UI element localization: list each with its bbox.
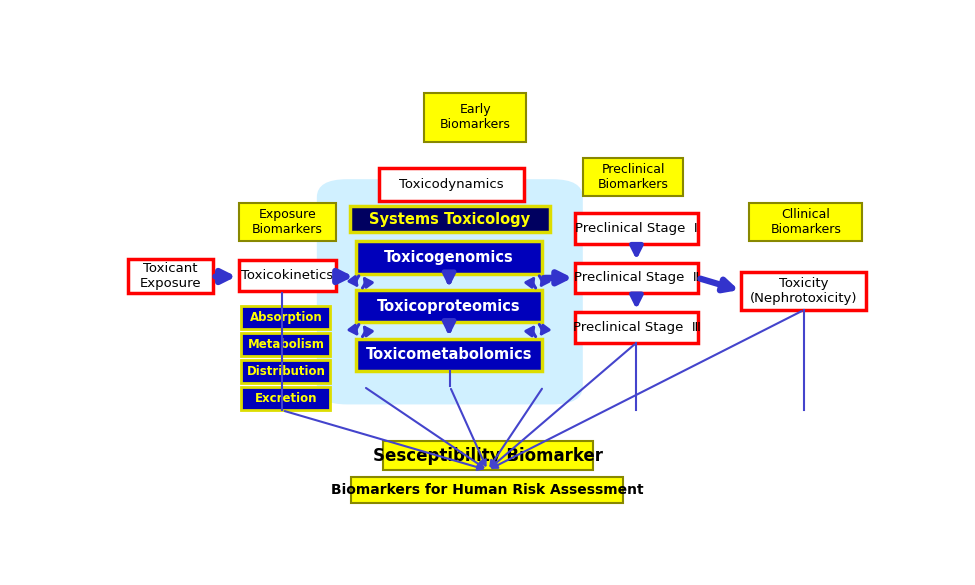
FancyBboxPatch shape bbox=[350, 207, 550, 232]
Text: Metabolism: Metabolism bbox=[248, 338, 325, 351]
Text: Early
Biomarkers: Early Biomarkers bbox=[440, 104, 511, 132]
FancyBboxPatch shape bbox=[241, 387, 331, 410]
Text: Cllinical
Biomarkers: Cllinical Biomarkers bbox=[770, 208, 841, 236]
FancyBboxPatch shape bbox=[239, 260, 335, 291]
Text: Preclinical Stage  Ⅲ: Preclinical Stage Ⅲ bbox=[572, 321, 700, 334]
FancyBboxPatch shape bbox=[741, 271, 866, 310]
FancyBboxPatch shape bbox=[575, 213, 698, 243]
Text: Distribution: Distribution bbox=[247, 365, 326, 378]
FancyBboxPatch shape bbox=[378, 168, 524, 201]
Text: Preclinical Stage  Ⅱ: Preclinical Stage Ⅱ bbox=[574, 271, 699, 284]
Text: Toxicodynamics: Toxicodynamics bbox=[399, 178, 504, 191]
Text: Toxicant
Exposure: Toxicant Exposure bbox=[139, 262, 201, 290]
Text: Biomarkers for Human Risk Assessment: Biomarkers for Human Risk Assessment bbox=[331, 483, 644, 497]
FancyBboxPatch shape bbox=[239, 203, 335, 242]
FancyBboxPatch shape bbox=[749, 203, 862, 242]
FancyBboxPatch shape bbox=[241, 333, 331, 356]
Text: Excretion: Excretion bbox=[254, 392, 317, 405]
Text: Toxicogenomics: Toxicogenomics bbox=[384, 250, 514, 265]
FancyBboxPatch shape bbox=[128, 259, 213, 293]
Text: Toxicometabolomics: Toxicometabolomics bbox=[366, 347, 532, 362]
FancyBboxPatch shape bbox=[575, 263, 698, 293]
FancyBboxPatch shape bbox=[317, 179, 583, 404]
FancyBboxPatch shape bbox=[583, 158, 683, 197]
Text: Systems Toxicology: Systems Toxicology bbox=[370, 212, 530, 227]
FancyBboxPatch shape bbox=[351, 477, 623, 503]
FancyBboxPatch shape bbox=[241, 306, 331, 329]
Text: Sesceptibility Biomarker: Sesceptibility Biomarker bbox=[372, 446, 603, 464]
Text: Preclinical
Biomarkers: Preclinical Biomarkers bbox=[598, 163, 669, 191]
FancyBboxPatch shape bbox=[241, 360, 331, 383]
FancyBboxPatch shape bbox=[356, 339, 542, 371]
FancyBboxPatch shape bbox=[382, 441, 593, 470]
FancyBboxPatch shape bbox=[575, 312, 698, 343]
Text: Toxicoproteomics: Toxicoproteomics bbox=[377, 299, 521, 314]
Text: Toxicity
(Nephrotoxicity): Toxicity (Nephrotoxicity) bbox=[750, 277, 858, 305]
FancyBboxPatch shape bbox=[424, 93, 526, 142]
Text: Toxicokinetics: Toxicokinetics bbox=[241, 269, 333, 282]
FancyBboxPatch shape bbox=[356, 242, 542, 274]
Text: Preclinical Stage  Ⅰ: Preclinical Stage Ⅰ bbox=[575, 222, 698, 235]
Text: Exposure
Biomarkers: Exposure Biomarkers bbox=[252, 208, 323, 236]
Text: Absorption: Absorption bbox=[250, 311, 322, 324]
FancyBboxPatch shape bbox=[356, 290, 542, 322]
